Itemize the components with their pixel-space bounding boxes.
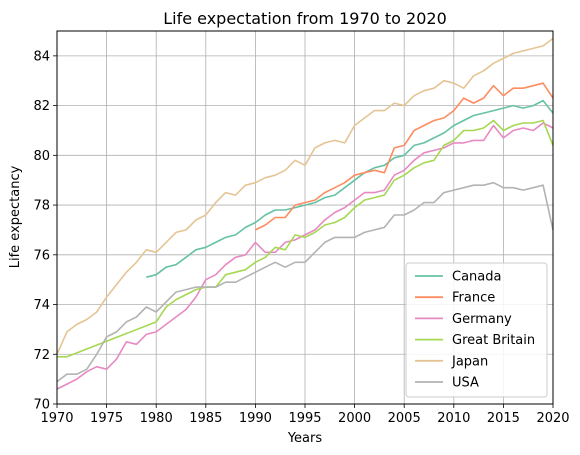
chart-title: Life expectation from 1970 to 2020 [163, 9, 447, 28]
legend-label: Japan [451, 354, 488, 369]
y-tick-label: 72 [33, 348, 50, 363]
legend-label: USA [452, 376, 479, 391]
x-tick-label: 2010 [437, 411, 470, 426]
y-tick-label: 74 [33, 298, 50, 313]
legend: Canada France Germany Great Britain Japan USA [405, 262, 548, 398]
y-tick-label: 78 [33, 199, 50, 214]
y-tick-label: 76 [33, 248, 50, 263]
y-tick-label: 70 [33, 398, 50, 413]
series-line-germany [56, 122, 554, 390]
x-tick-label: 2005 [388, 411, 421, 426]
x-tick-label: 2020 [536, 411, 569, 426]
x-tick-label: 2000 [338, 411, 371, 426]
series-line-japan [56, 37, 554, 355]
y-tick-label: 84 [33, 49, 50, 64]
y-axis-ticks: 70 72 74 76 78 80 82 84 [33, 49, 57, 413]
y-tick-label: 80 [33, 149, 50, 164]
x-tick-label: 2015 [487, 411, 520, 426]
x-tick-label: 1980 [140, 411, 173, 426]
y-tick-label: 82 [33, 99, 50, 114]
legend-label: Great Britain [452, 333, 535, 348]
legend-label: France [452, 291, 495, 306]
x-tick-label: 1985 [189, 411, 222, 426]
legend-label: Canada [452, 270, 501, 285]
x-axis-label: Years [287, 431, 323, 446]
x-tick-label: 1995 [288, 411, 321, 426]
series-lines [56, 37, 554, 390]
x-tick-label: 1990 [239, 411, 272, 426]
legend-label: Germany [452, 312, 512, 327]
x-axis-ticks: 1970 1975 1980 1985 1990 1995 2000 2005 2010 2015… [40, 404, 570, 426]
series-line-usa [56, 181, 554, 383]
y-axis-label: Life expectancy [8, 165, 23, 268]
series-line-france [255, 82, 554, 231]
x-tick-label: 1975 [90, 411, 123, 426]
series-line-canada [146, 99, 554, 278]
x-tick-label: 1970 [40, 411, 73, 426]
